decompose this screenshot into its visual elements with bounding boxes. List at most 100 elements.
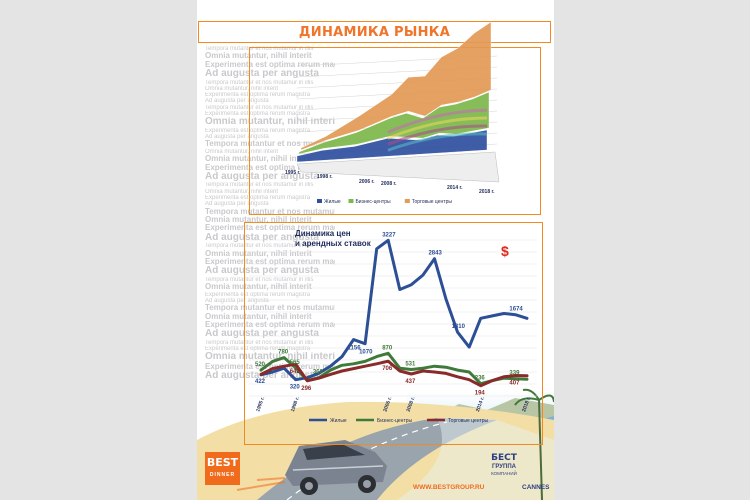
data-label: 565	[290, 360, 301, 366]
background-text-line: Experimenta est optima rerum magistra	[205, 320, 335, 329]
area-band-Торговые центры	[300, 21, 492, 151]
area-legend-swatch	[317, 199, 322, 203]
background-text-line: Tempora mutantur et nos mutamur in illis	[205, 207, 335, 216]
palm-tree	[514, 388, 554, 500]
data-label: 870	[382, 345, 393, 351]
series-line-Торговые центры	[259, 359, 529, 388]
background-text-line: Tempora mutantur et nos mutamur in illis	[205, 46, 314, 52]
background-text-line: Ad augusta per angusta	[205, 98, 269, 105]
background-text-line: Experimenta est optima rerum magistra	[205, 111, 311, 118]
background-text-line: Ad augusta per angusta	[205, 171, 319, 182]
haze	[397, 418, 554, 500]
area-legend-swatch	[404, 199, 410, 203]
background-text-line: Ad augusta per angusta	[205, 232, 319, 243]
car	[236, 440, 387, 495]
background-text-line: Omnia mutantur, nihil interit	[205, 312, 312, 321]
background-text-line: Ad augusta per angusta	[205, 201, 269, 208]
data-label: 3227	[382, 232, 396, 238]
data-label: 1674	[509, 307, 523, 313]
line-chart-series	[259, 238, 529, 388]
background-text-line: Ad augusta per angusta	[205, 329, 319, 340]
price-line-chart: Динамика цен и арендных ставок $ 422 320 1…	[249, 229, 537, 424]
background-text-line: Ad augusta per angusta	[205, 134, 269, 141]
line-x-tick-label: 2008 г.	[406, 396, 417, 413]
background-text-line: Omnia mutantur, nihil interit	[205, 352, 335, 363]
background-text-line: Omnia mutantur, nihil interit	[205, 117, 335, 128]
area-floor	[296, 151, 500, 183]
best-dinner-logo-line2: DINNER	[209, 472, 236, 478]
area-band-Бизнес-центры	[298, 91, 490, 155]
line-legend-label: Торговые центры	[448, 418, 489, 424]
background-text-line: Omnia mutantur, nihil interit	[205, 148, 279, 155]
data-label: 437	[405, 379, 416, 385]
area-x-tick-label: 1995 г.	[285, 170, 301, 176]
data-label: 1310	[452, 324, 466, 330]
area-x-tick-label: 2006 г.	[359, 179, 375, 185]
background-text-line: Experimenta est optima rerum magistra	[205, 257, 335, 266]
background-text-line: Tempora mutantur et nos mutamur in illis	[205, 104, 314, 111]
area-legend-label: Бизнес-центры	[356, 199, 391, 205]
best-dinner-logo: BEST DINNER	[205, 452, 240, 485]
background-text-line: Experimenta est optima rerum magistra	[205, 362, 335, 371]
footer-url[interactable]: WWW.BESTGROUP.RU	[413, 484, 485, 491]
background-text-line: Tempora mutantur et nos mutamur in illis	[205, 339, 314, 346]
data-label: 407	[509, 380, 520, 386]
data-label: 706	[382, 366, 393, 372]
background-text-line: Omnia mutantur, nihil interit	[205, 216, 312, 224]
line-chart-x-axis: 1995 г. 1998 г. 2006 г. 2008 г. 2014 г. 2018 …	[255, 396, 532, 413]
area-chart-x-axis: 1995 г. 1998 г. 2006 г. 2008 г. 2014 г. 2018 …	[285, 170, 495, 195]
background-text-line: Ad augusta per angusta	[205, 297, 269, 304]
background-text-line: Omnia mutantur, nihil interit	[205, 52, 312, 61]
best-group-logo: БЕСТ ГРУППА КОМПАНИЙ	[482, 453, 526, 477]
footer-city: CANNES	[522, 484, 550, 491]
area-x-tick-label: 2008 г.	[381, 181, 397, 187]
area-legend-swatch	[348, 199, 354, 203]
background-text-line: Tempora mutantur et nos mutamur in illis	[205, 304, 335, 313]
data-label: 780	[278, 350, 289, 356]
area-x-tick-label: 2014 г.	[447, 185, 463, 191]
data-label: 360	[313, 370, 324, 376]
line-legend-label: Бизнес-центры	[377, 418, 412, 424]
data-label: 296	[301, 386, 312, 392]
line-chart-title-1: Динамика цен	[295, 229, 351, 238]
area-legend-label: Торговые центры	[412, 199, 453, 205]
background-text-line: Experimenta est optima rerum magistra	[205, 195, 311, 202]
background-text-line: Tempora mutantur et nos mutamur in illis	[205, 140, 335, 149]
line-chart-legend: Жилые Бизнес-центры Торговые центры	[309, 418, 489, 424]
area-x-tick-label: 2018 г.	[479, 189, 495, 195]
background-text-line: Tempora mutantur et nos mutamur in illis	[205, 79, 314, 86]
background-text-line: Omnia mutantur, nihil interit	[205, 85, 279, 92]
data-label: 236	[475, 376, 486, 382]
background-text-line: Experimenta est optima rerum magistra	[205, 346, 311, 353]
data-label: 320	[290, 385, 301, 391]
dollar-symbol: $	[501, 243, 509, 259]
background-text-line: Tempora mutantur et nos mutamur in illis	[205, 276, 314, 283]
area-chart-bands	[296, 21, 492, 163]
background-text-line: Tempora mutantur et nos mutamur in illis	[205, 182, 314, 189]
line-x-tick-label: 2014 г.	[475, 396, 486, 413]
background-text-line: Experimenta est optima rerum magistra	[205, 291, 311, 298]
line-x-tick-label: 2018 г.	[521, 396, 532, 413]
data-label: 2843	[428, 251, 442, 257]
data-label: 531	[405, 362, 416, 368]
area-accent-band	[387, 116, 488, 140]
data-label: 339	[509, 371, 520, 377]
group-logo-line2: ГРУППА	[491, 464, 516, 470]
data-label: 194	[475, 391, 486, 397]
best-dinner-logo-line1: BEST	[206, 456, 239, 469]
line-legend-label: Жилые	[330, 418, 347, 424]
background-text-line: Experimenta est optima rerum magistra	[205, 92, 311, 99]
group-logo-line3: КОМПАНИЙ	[491, 471, 517, 476]
title-box: ДИНАМИКА РЫНКА	[198, 21, 551, 43]
background-text-line: Experimenta est optima rerum magistra	[205, 127, 311, 134]
area-accent-band	[387, 124, 488, 146]
background-text-line: Experimenta est optima rerum magistra	[205, 163, 335, 172]
background-text-line: Experimenta est optima rerum magistra	[205, 60, 335, 69]
background-text-line: Omnia mutantur, nihil interit	[205, 188, 279, 195]
data-label: 1070	[359, 350, 373, 356]
group-logo-line1: БЕСТ	[491, 453, 517, 463]
area-x-tick-label: 1998 г.	[317, 174, 333, 180]
area-accent-band	[387, 108, 488, 134]
line-chart-title-2: и арендных ставок	[295, 239, 372, 248]
